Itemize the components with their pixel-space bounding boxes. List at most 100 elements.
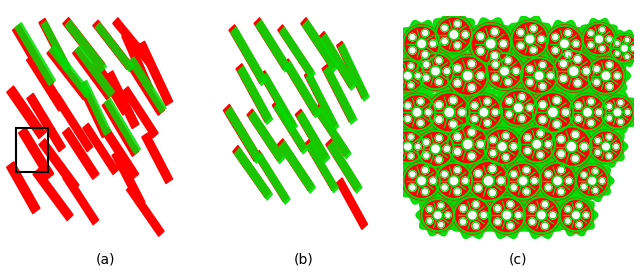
Circle shape (575, 102, 582, 109)
Circle shape (438, 202, 444, 209)
Circle shape (490, 28, 499, 36)
Circle shape (472, 201, 479, 208)
Circle shape (511, 20, 549, 58)
FancyBboxPatch shape (49, 45, 91, 98)
Polygon shape (480, 48, 529, 94)
FancyBboxPatch shape (121, 32, 154, 92)
Circle shape (547, 72, 554, 79)
Circle shape (614, 40, 620, 46)
Circle shape (476, 140, 484, 149)
Circle shape (545, 184, 552, 191)
Circle shape (593, 65, 600, 73)
Circle shape (571, 154, 579, 163)
FancyBboxPatch shape (82, 123, 119, 175)
Circle shape (438, 221, 444, 228)
Circle shape (435, 116, 443, 124)
Circle shape (476, 72, 484, 80)
Circle shape (408, 63, 414, 69)
FancyBboxPatch shape (122, 86, 159, 138)
FancyBboxPatch shape (236, 63, 271, 123)
Circle shape (435, 16, 473, 54)
Circle shape (441, 38, 449, 45)
Circle shape (541, 201, 548, 208)
FancyBboxPatch shape (6, 161, 40, 214)
Polygon shape (584, 126, 628, 167)
FancyBboxPatch shape (106, 70, 140, 129)
Circle shape (404, 72, 411, 79)
Circle shape (524, 147, 531, 154)
Circle shape (624, 109, 631, 116)
Circle shape (571, 131, 579, 139)
FancyBboxPatch shape (12, 24, 54, 89)
Circle shape (445, 108, 453, 116)
FancyBboxPatch shape (137, 41, 173, 106)
FancyBboxPatch shape (41, 20, 71, 72)
Circle shape (403, 25, 441, 63)
Circle shape (435, 156, 443, 163)
Circle shape (391, 59, 425, 92)
Circle shape (520, 57, 558, 95)
FancyBboxPatch shape (14, 22, 56, 86)
Circle shape (512, 67, 520, 75)
Circle shape (568, 93, 607, 131)
Circle shape (599, 178, 605, 184)
Circle shape (435, 134, 443, 142)
Circle shape (492, 109, 499, 116)
Circle shape (470, 23, 512, 65)
Circle shape (504, 78, 512, 86)
Polygon shape (533, 157, 582, 204)
Circle shape (550, 126, 593, 168)
Circle shape (432, 67, 439, 75)
Circle shape (418, 177, 426, 184)
FancyBboxPatch shape (26, 54, 66, 112)
Polygon shape (544, 121, 598, 172)
FancyBboxPatch shape (46, 47, 90, 100)
Circle shape (606, 115, 612, 122)
Circle shape (450, 31, 458, 38)
Circle shape (580, 143, 588, 151)
Circle shape (396, 137, 403, 144)
Circle shape (441, 184, 449, 191)
Circle shape (432, 145, 439, 153)
Circle shape (391, 130, 425, 163)
Circle shape (605, 83, 613, 90)
Circle shape (567, 143, 575, 151)
FancyBboxPatch shape (26, 93, 66, 152)
Polygon shape (440, 50, 495, 101)
Polygon shape (499, 157, 547, 204)
Circle shape (549, 108, 557, 116)
Circle shape (453, 133, 461, 141)
Circle shape (413, 109, 420, 116)
Polygon shape (515, 52, 564, 99)
FancyBboxPatch shape (336, 177, 368, 230)
FancyBboxPatch shape (306, 73, 339, 131)
Circle shape (421, 29, 429, 37)
FancyBboxPatch shape (313, 104, 349, 157)
FancyBboxPatch shape (52, 93, 93, 152)
Circle shape (541, 222, 548, 230)
Circle shape (507, 201, 514, 208)
Circle shape (606, 153, 612, 159)
Circle shape (467, 152, 476, 160)
Circle shape (445, 212, 451, 218)
FancyBboxPatch shape (278, 140, 316, 194)
Circle shape (593, 79, 600, 86)
Circle shape (618, 100, 624, 106)
Circle shape (408, 82, 414, 89)
Circle shape (580, 172, 588, 178)
Circle shape (614, 109, 621, 116)
Circle shape (557, 166, 565, 174)
FancyBboxPatch shape (302, 19, 339, 73)
Circle shape (529, 205, 536, 212)
Circle shape (396, 67, 403, 73)
Circle shape (398, 93, 436, 131)
Circle shape (518, 115, 525, 122)
Circle shape (602, 72, 610, 79)
Circle shape (614, 51, 620, 56)
FancyBboxPatch shape (277, 138, 314, 191)
Circle shape (484, 98, 491, 105)
FancyBboxPatch shape (62, 173, 99, 225)
Polygon shape (513, 121, 561, 168)
Circle shape (561, 108, 570, 116)
FancyBboxPatch shape (223, 104, 261, 162)
